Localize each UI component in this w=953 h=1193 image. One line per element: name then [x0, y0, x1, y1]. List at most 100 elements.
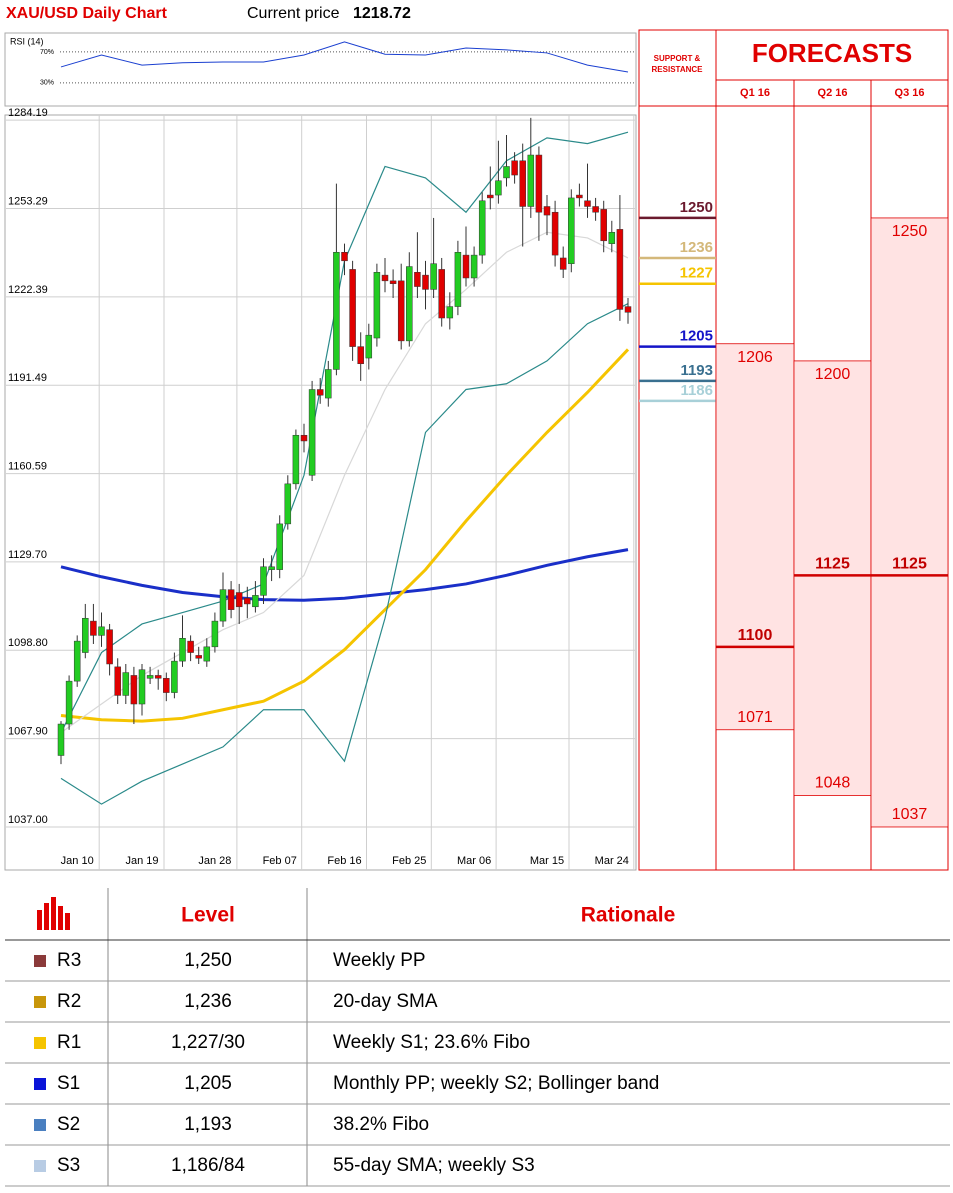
sr-title: SUPPORT &: [654, 54, 701, 63]
sr-label: 1227: [680, 265, 713, 282]
candle-body: [478, 200, 486, 256]
candle-body: [146, 675, 154, 679]
y-tick-label: 1067.90: [8, 726, 48, 738]
forecast-range: [870, 217, 949, 828]
y-tick-label: 1160.59: [8, 460, 47, 472]
row-rationale: 38.2% Fibo: [333, 1114, 429, 1135]
candle-body: [511, 160, 518, 176]
row-label: R2: [57, 991, 81, 1012]
candle-body: [365, 334, 373, 359]
candle-body: [373, 272, 381, 339]
candle-body: [316, 389, 324, 396]
candle-body: [130, 675, 138, 705]
row-swatch: [34, 996, 46, 1008]
row-rationale: 55-day SMA; weekly S3: [333, 1155, 535, 1176]
candle-body: [422, 274, 429, 290]
forecast-range: [715, 343, 795, 731]
forecast-high: 1206: [737, 349, 773, 366]
forecast-average-label: 1125: [815, 556, 850, 573]
candle-body: [414, 272, 421, 287]
candle-body: [227, 589, 235, 610]
row-label: S1: [57, 1073, 80, 1094]
row-label: R3: [57, 950, 81, 971]
row-swatch: [34, 1037, 46, 1049]
candle-body: [57, 723, 65, 756]
candle-body: [203, 646, 211, 662]
candle-body: [179, 638, 186, 662]
forecast-low: 1048: [815, 775, 851, 792]
candle-body: [616, 229, 624, 310]
y-tick-label: 1284.19: [8, 107, 48, 119]
forecast-low: 1071: [737, 709, 773, 726]
candle-body: [608, 231, 616, 244]
candle-body: [82, 617, 89, 653]
candle-body: [260, 566, 267, 596]
table-header: Level: [181, 904, 235, 927]
y-tick-label: 30%: [40, 80, 54, 87]
candle-body: [187, 640, 194, 653]
candle-body: [114, 666, 121, 696]
candle-body: [381, 274, 389, 282]
row-swatch: [34, 1119, 46, 1131]
candle-body: [535, 154, 543, 213]
candle-body: [211, 620, 219, 648]
y-tick-label: 1222.39: [8, 284, 48, 296]
sr-label: 1250: [680, 199, 713, 216]
candle-body: [430, 263, 437, 290]
candle-body: [438, 269, 445, 319]
candle-body: [568, 197, 575, 264]
candle-body: [268, 566, 275, 570]
candle-body: [171, 660, 178, 693]
y-tick-label: 1129.70: [8, 549, 47, 561]
rsi-panel: [4, 32, 637, 107]
price-value: 1218.72: [353, 5, 411, 22]
sr-title: RESISTANCE: [652, 65, 704, 74]
forecast-title: FORECASTS: [752, 38, 912, 68]
candle-body: [341, 251, 348, 262]
candle-body: [454, 251, 462, 307]
row-rationale: Weekly PP: [333, 950, 426, 971]
overlay-line: [60, 348, 630, 723]
candle-body: [519, 160, 526, 207]
row-rationale: 20-day SMA: [333, 991, 438, 1012]
forecast-average-label: 1100: [738, 627, 773, 644]
candle-body: [98, 626, 105, 636]
candle-body: [122, 672, 130, 696]
row-swatch: [34, 1160, 46, 1172]
row-label: S3: [57, 1155, 80, 1176]
forecast-high: 1250: [892, 223, 928, 240]
candle-body: [559, 257, 567, 270]
candle-body: [446, 306, 454, 319]
forecast-high: 1200: [815, 366, 851, 383]
candle-body: [584, 200, 591, 207]
candle-body: [495, 180, 502, 196]
x-tick-label: Feb 25: [392, 855, 426, 867]
candle-body: [106, 629, 113, 665]
quarter-label: Q1 16: [740, 87, 770, 99]
candle-body: [219, 589, 227, 622]
candle-body: [406, 266, 413, 342]
sr-label: 1205: [680, 328, 713, 345]
candle-body: [551, 211, 559, 256]
candle-body: [349, 269, 356, 347]
candle-body: [252, 595, 259, 608]
overlay-line: [60, 303, 629, 805]
candle-body: [624, 306, 632, 313]
candle-body: [397, 280, 405, 342]
candle-body: [195, 655, 202, 659]
candle-body: [292, 434, 300, 485]
candle-body: [470, 254, 478, 279]
candle-body: [163, 678, 170, 693]
y-tick-label: 1037.00: [8, 814, 48, 826]
sr-label: 1236: [680, 239, 713, 256]
row-level: 1,186/84: [171, 1155, 245, 1176]
forecast-low: 1037: [892, 806, 928, 823]
row-rationale: Monthly PP; weekly S2; Bollinger band: [333, 1073, 659, 1094]
row-rationale: Weekly S1; 23.6% Fibo: [333, 1032, 530, 1053]
candle-body: [389, 280, 397, 284]
sr-label: 1186: [680, 382, 713, 399]
overlay-line: [60, 231, 629, 734]
candle-body: [300, 434, 308, 442]
row-swatch: [34, 955, 46, 967]
